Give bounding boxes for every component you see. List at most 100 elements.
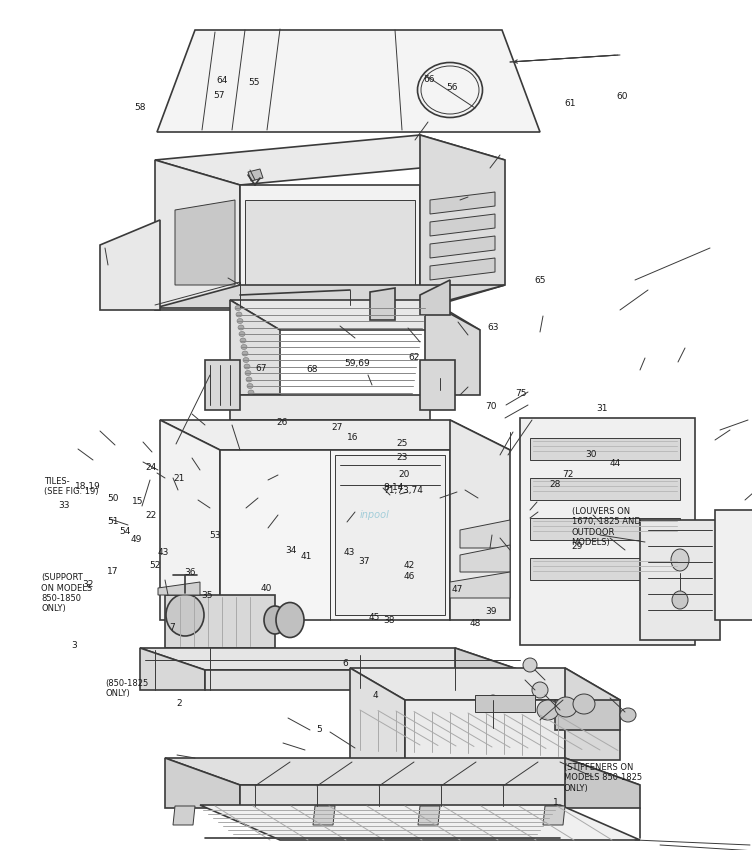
Polygon shape — [450, 420, 510, 620]
Text: 51: 51 — [108, 517, 119, 525]
Polygon shape — [205, 670, 455, 690]
Ellipse shape — [620, 708, 636, 722]
Polygon shape — [430, 192, 495, 214]
Polygon shape — [420, 135, 505, 310]
Polygon shape — [420, 360, 455, 410]
Ellipse shape — [573, 694, 595, 714]
Polygon shape — [520, 418, 695, 645]
Text: 60: 60 — [617, 92, 628, 100]
Polygon shape — [543, 806, 565, 825]
Ellipse shape — [276, 603, 304, 638]
Ellipse shape — [236, 312, 242, 317]
Polygon shape — [455, 648, 520, 690]
Text: 75: 75 — [515, 389, 526, 398]
Polygon shape — [240, 785, 565, 808]
Text: TILES-
(SEE FIG. 19): TILES- (SEE FIG. 19) — [44, 477, 98, 496]
Text: 35: 35 — [202, 591, 213, 599]
Ellipse shape — [555, 697, 577, 717]
Polygon shape — [530, 478, 680, 500]
Ellipse shape — [671, 549, 689, 571]
Polygon shape — [715, 510, 752, 620]
Text: 5: 5 — [316, 725, 322, 734]
Text: 36: 36 — [184, 568, 196, 576]
Text: 47: 47 — [451, 585, 462, 593]
Text: 1: 1 — [553, 798, 559, 807]
Ellipse shape — [166, 594, 204, 636]
Ellipse shape — [672, 591, 688, 609]
Polygon shape — [565, 668, 620, 760]
Text: 61: 61 — [564, 99, 575, 108]
Text: 65: 65 — [534, 276, 545, 285]
Polygon shape — [220, 450, 450, 620]
Text: 8-14: 8-14 — [384, 483, 404, 491]
Ellipse shape — [246, 377, 252, 382]
Polygon shape — [165, 758, 240, 808]
Text: 25: 25 — [396, 439, 408, 448]
Text: 49: 49 — [130, 536, 141, 544]
Ellipse shape — [243, 358, 249, 362]
Text: 63: 63 — [487, 323, 499, 332]
Polygon shape — [248, 169, 263, 181]
Text: 33: 33 — [59, 502, 70, 510]
Text: 16: 16 — [347, 434, 359, 442]
Text: 45: 45 — [368, 614, 380, 622]
Text: 42: 42 — [404, 561, 415, 570]
Polygon shape — [173, 806, 195, 825]
Text: 53: 53 — [209, 531, 220, 540]
Ellipse shape — [237, 319, 243, 324]
Polygon shape — [165, 758, 640, 785]
Polygon shape — [160, 420, 510, 450]
Text: 17: 17 — [107, 567, 118, 575]
Ellipse shape — [264, 606, 286, 634]
Text: 71,73,74: 71,73,74 — [384, 486, 423, 495]
Polygon shape — [140, 648, 205, 690]
Text: 20: 20 — [399, 470, 410, 479]
Text: 31: 31 — [596, 404, 608, 412]
Text: 66: 66 — [423, 75, 435, 83]
Polygon shape — [230, 395, 430, 420]
Text: 72: 72 — [562, 470, 574, 479]
Polygon shape — [530, 438, 680, 460]
Ellipse shape — [238, 325, 244, 330]
Text: 57: 57 — [213, 91, 224, 99]
Polygon shape — [155, 285, 505, 308]
Ellipse shape — [242, 351, 248, 356]
Text: 28: 28 — [549, 480, 560, 489]
Text: 70: 70 — [485, 402, 496, 411]
Text: (LOUVERS ON
1670, 1825 AND
OUTDOOR
MODELS): (LOUVERS ON 1670, 1825 AND OUTDOOR MODEL… — [572, 507, 641, 547]
Text: 59,69: 59,69 — [344, 360, 370, 368]
Polygon shape — [140, 648, 520, 670]
Text: (STIFFENERS ON
MODELS 850-1825
ONLY): (STIFFENERS ON MODELS 850-1825 ONLY) — [564, 762, 642, 793]
Text: inpool: inpool — [360, 510, 390, 520]
Ellipse shape — [244, 364, 250, 369]
Polygon shape — [530, 518, 680, 540]
Text: 62: 62 — [408, 353, 420, 361]
Text: 67: 67 — [256, 364, 267, 372]
Polygon shape — [430, 236, 495, 258]
Polygon shape — [425, 300, 480, 395]
Polygon shape — [450, 572, 510, 598]
Polygon shape — [565, 758, 640, 808]
Polygon shape — [370, 288, 395, 320]
Polygon shape — [230, 300, 480, 330]
Ellipse shape — [537, 700, 559, 720]
Text: (SUPPORT
ON MODELS
850-1850
ONLY): (SUPPORT ON MODELS 850-1850 ONLY) — [41, 573, 92, 614]
Circle shape — [532, 682, 548, 698]
Text: (850-1825
ONLY): (850-1825 ONLY) — [105, 679, 149, 698]
Text: 52: 52 — [149, 561, 160, 570]
Polygon shape — [155, 135, 505, 185]
Text: 23: 23 — [396, 453, 408, 462]
Text: 15: 15 — [132, 497, 143, 506]
Text: 34: 34 — [286, 547, 297, 555]
Polygon shape — [240, 185, 420, 310]
Ellipse shape — [248, 390, 254, 395]
Polygon shape — [200, 805, 640, 840]
Text: 43: 43 — [158, 548, 169, 557]
Text: 30: 30 — [585, 450, 596, 459]
Polygon shape — [155, 160, 240, 310]
Text: 43: 43 — [344, 548, 355, 557]
Text: 54: 54 — [119, 527, 130, 536]
Text: 39: 39 — [485, 608, 496, 616]
Text: 64: 64 — [217, 76, 228, 85]
Text: 37: 37 — [359, 557, 370, 565]
